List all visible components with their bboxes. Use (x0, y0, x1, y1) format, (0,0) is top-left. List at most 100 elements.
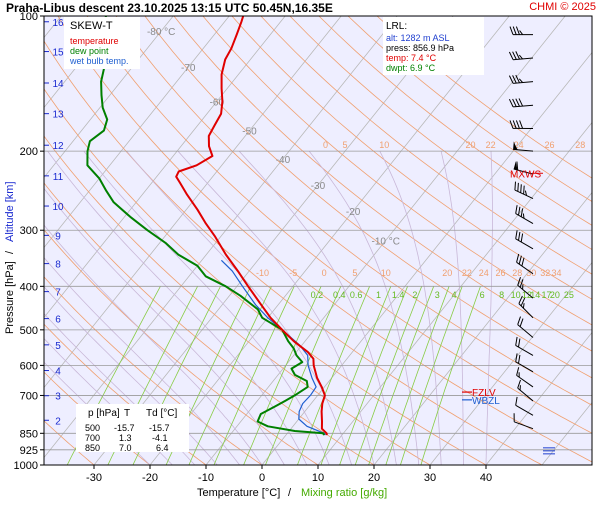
mixing-ratio-label: 1.4 (392, 290, 405, 300)
mixing-ratio-label: 8 (499, 290, 504, 300)
y-axis-label: Pressure [hPa] (4, 261, 16, 334)
altitude-tick-label: 8 (55, 260, 61, 271)
mixing-ratio-label: 4 (452, 290, 457, 300)
mixing-ratio-label: 14 (530, 290, 540, 300)
dry-adiabat-label: 5 (352, 268, 357, 278)
table-cell: -4.1 (152, 433, 168, 443)
dry-adiabat-label: 5 (343, 140, 348, 150)
y-axis-label-separator: / (4, 250, 16, 254)
table-cell: 6.4 (156, 443, 169, 453)
altitude-tick-label: 4 (55, 367, 61, 378)
temperature-tick-label: -20 (142, 472, 158, 484)
copyright: CHMI © 2025 (529, 1, 596, 13)
mixing-ratio-label: 20 (550, 290, 560, 300)
lrl-dwpt: dwpt: 6.9 °C (386, 63, 436, 73)
altitude-tick-label: 6 (55, 315, 61, 326)
altitude-tick-label: 12 (52, 141, 64, 152)
legend-title: SKEW-T (70, 20, 113, 32)
isotherm-label: -40 (276, 155, 291, 166)
table-header-p: p [hPa] (88, 408, 120, 419)
barb-feather (518, 183, 519, 192)
dry-adiabat-label: 34 (551, 268, 561, 278)
mixing-ratio-label: 3 (435, 290, 440, 300)
mixing-ratio-label: 6 (480, 290, 485, 300)
dry-adiabat-label: 20 (442, 268, 452, 278)
legend-item-dew-point: dew point (70, 46, 109, 56)
altitude-tick-label: 2 (55, 416, 61, 427)
dry-adiabat-label: 22 (486, 140, 496, 150)
dry-adiabat-label: 0 (323, 140, 328, 150)
lrl-title: LRL: (386, 21, 407, 32)
altitude-tick-label: 5 (55, 341, 61, 352)
dry-adiabat-label: 22 (462, 268, 472, 278)
chart-title: Praha-Libus descent 23.10.2025 13:15 UTC… (6, 1, 333, 15)
altitude-tick-label: 16 (52, 18, 64, 29)
dry-adiabat-label: 26 (495, 268, 505, 278)
dry-adiabat-label: -10 (256, 268, 269, 278)
legend-item-wet-bulb: wet bulb temp. (69, 56, 129, 66)
dry-adiabat-label: 32 (540, 268, 550, 278)
isotherm-label: -10 °C (371, 236, 399, 247)
pressure-tick-label: 300 (20, 225, 38, 237)
altitude-tick-label: 13 (52, 110, 64, 121)
altitude-tick-label: 14 (52, 79, 64, 90)
y-axis-label-altitude: Altitude [km] (4, 181, 16, 242)
isotherm-label: -20 (346, 207, 361, 218)
table-header-td: Td [°C] (146, 408, 177, 419)
mixing-ratio-label: 0.4 (333, 290, 346, 300)
table-cell: 500 (85, 423, 100, 433)
mixing-ratio-label: 0.6 (350, 290, 363, 300)
table-cell: 700 (85, 433, 100, 443)
y-axis-title: Pressure [hPa] / Altitude [km] (4, 181, 16, 334)
pressure-tick-label: 200 (20, 146, 38, 158)
pressure-tick-label: 500 (20, 325, 38, 337)
dry-adiabat-label: 26 (544, 140, 554, 150)
pressure-tick-label: 925 (20, 445, 38, 457)
pressure-tick-label: 400 (20, 281, 38, 293)
temperature-tick-label: 40 (480, 472, 492, 484)
legend-item-temperature: temperature (70, 36, 119, 46)
pressure-tick-label: 850 (20, 428, 38, 440)
mixing-ratio-label: 0.2 (311, 290, 324, 300)
table-cell: 7.0 (119, 443, 132, 453)
plot-area (44, 16, 592, 465)
lrl-temp: temp: 7.4 °C (386, 53, 437, 63)
dry-adiabat-label: 20 (466, 140, 476, 150)
barb-feather (523, 303, 524, 308)
table-cell: 1.3 (119, 433, 132, 443)
mixing-ratio-label: 2 (412, 290, 417, 300)
dry-adiabat-label: 28 (575, 140, 585, 150)
temperature-tick-label: 20 (368, 472, 380, 484)
altitude-tick-label: 15 (52, 48, 64, 59)
altitude-tick-label: 7 (55, 288, 61, 299)
barb-feather (521, 184, 522, 193)
isotherm-label: -50 (242, 127, 257, 138)
altitude-tick-label: 10 (52, 202, 64, 213)
mixing-ratio-label: 25 (564, 290, 574, 300)
isotherm-label: -70 (181, 63, 196, 74)
table-cell: -15.7 (114, 423, 135, 433)
pressure-tick-label: 700 (20, 390, 38, 402)
altitude-tick-label: 3 (55, 392, 61, 403)
dry-adiabat-label: 0 (322, 268, 327, 278)
temperature-tick-label: -10 (198, 472, 214, 484)
pressure-tick-label: 600 (20, 360, 38, 372)
table-cell: 850 (85, 443, 100, 453)
pressure-tick-label: 1000 (14, 460, 38, 472)
temperature-tick-label: 30 (424, 472, 436, 484)
x-axis-label-separator: / (288, 487, 292, 499)
altitude-tick-label: 11 (53, 172, 64, 183)
barb-feather (515, 182, 516, 191)
barb-feather (524, 186, 525, 195)
dry-adiabat-label: 10 (381, 268, 391, 278)
altitude-tick-label: 9 (55, 231, 61, 242)
mixing-ratio-label: 1 (376, 290, 381, 300)
temperature-tick-label: 0 (259, 472, 265, 484)
dry-adiabat-label: 10 (379, 140, 389, 150)
temperature-tick-label: -30 (86, 472, 102, 484)
dry-adiabat-label: 28 (512, 268, 522, 278)
